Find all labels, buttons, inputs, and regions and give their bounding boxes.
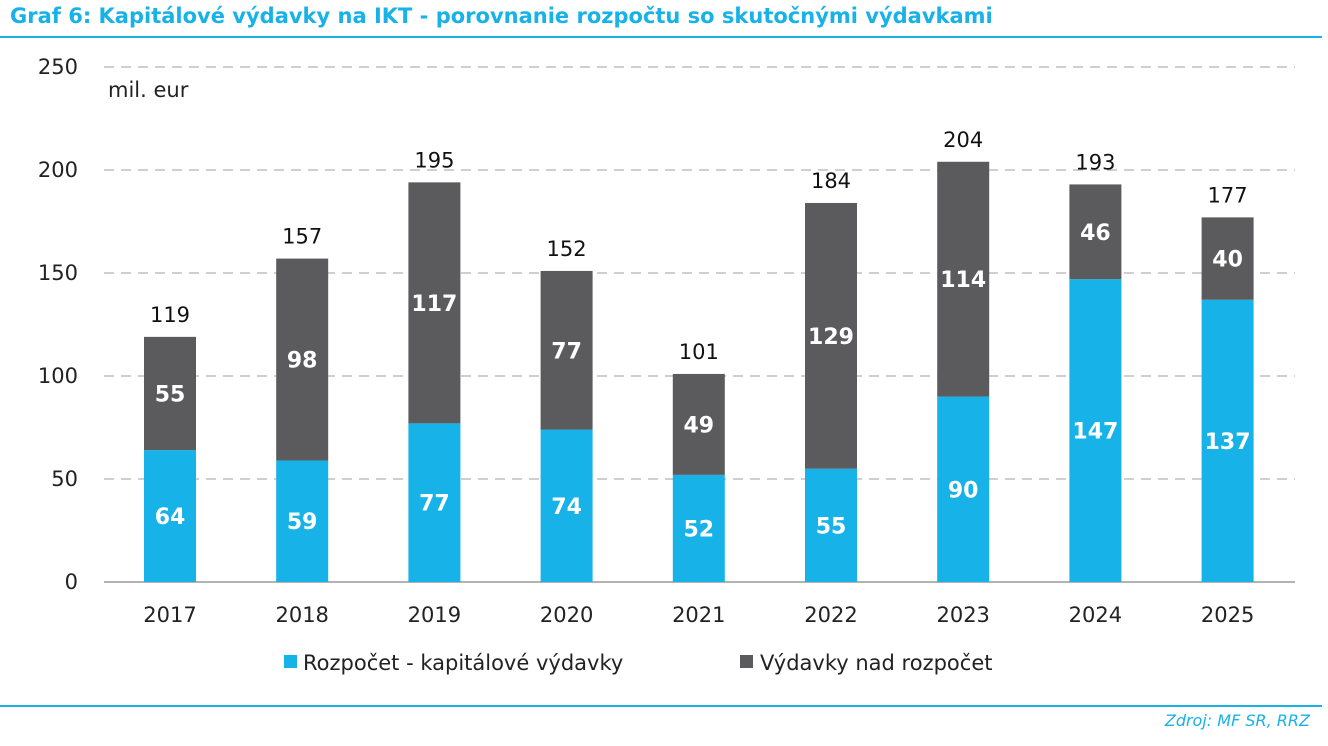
bar-over-budget (276, 258, 329, 461)
total-value-label: 195 (414, 148, 454, 172)
y-axis-ticks: 0 50 100 150 200 250 (38, 55, 78, 594)
bar-over-budget (1069, 184, 1122, 280)
over-budget-value-label: 129 (808, 325, 854, 350)
unit-label: mil. eur (108, 78, 189, 102)
y-tick-label: 200 (38, 158, 78, 182)
legend-swatch (740, 655, 753, 668)
total-value-label: 119 (150, 303, 190, 327)
y-tick-label: 0 (65, 570, 78, 594)
total-value-label: 204 (943, 128, 983, 152)
bar-budget (1069, 279, 1122, 582)
over-budget-value-label: 98 (287, 349, 318, 374)
x-axis-ticks: 2017 2018 2019 2020 2021 2022 2023 2024 2025 (143, 603, 1254, 627)
budget-value-label: 147 (1072, 420, 1118, 445)
total-value-label: 184 (811, 169, 851, 193)
bar-budget (937, 396, 990, 582)
legend-item-over-budget: Výdavky nad rozpočet (760, 651, 992, 675)
stacked-bar-chart: 0 50 100 150 200 250 mil. eur 64 55 119 59 98 157 7… (38, 55, 1295, 675)
chart-title: Graf 6: Kapitálové výdavky na IKT - poro… (10, 4, 993, 28)
x-tick-label: 2019 (408, 603, 461, 627)
legend: Rozpočet - kapitálové výdavky Výdavky nad… (284, 651, 992, 675)
over-budget-value-label: 114 (940, 268, 986, 293)
budget-value-label: 64 (155, 505, 186, 530)
over-budget-value-label: 117 (411, 292, 457, 317)
budget-value-label: 74 (551, 495, 582, 520)
x-tick-label: 2024 (1069, 603, 1122, 627)
source-note: Zdroj: MF SR, RRZ (1164, 711, 1310, 730)
total-value-label: 157 (282, 225, 322, 249)
x-tick-label: 2018 (275, 603, 328, 627)
budget-value-label: 52 (683, 517, 714, 542)
legend-item-budget: Rozpočet - kapitálové výdavky (303, 651, 623, 675)
bar-over-budget (937, 161, 990, 397)
x-tick-label: 2017 (143, 603, 196, 627)
bar-over-budget (144, 336, 196, 451)
x-tick-label: 2022 (804, 603, 857, 627)
bars: 64 55 119 59 98 157 77 117 195 74 77 152 52 49 101 55 12… (144, 128, 1254, 582)
bar-budget (1201, 299, 1254, 582)
total-value-label: 101 (679, 340, 719, 364)
x-tick-label: 2025 (1201, 603, 1254, 627)
bar-over-budget (1201, 217, 1254, 300)
bar-over-budget (672, 373, 725, 475)
total-value-label: 152 (547, 237, 587, 261)
bar-budget (144, 450, 196, 582)
bar-budget (408, 423, 461, 582)
y-tick-label: 250 (38, 55, 78, 79)
budget-value-label: 90 (948, 478, 979, 503)
over-budget-value-label: 55 (155, 383, 186, 408)
x-tick-label: 2021 (672, 603, 725, 627)
budget-value-label: 55 (816, 514, 847, 539)
over-budget-value-label: 40 (1212, 248, 1243, 273)
budget-value-label: 59 (287, 510, 318, 535)
budget-value-label: 137 (1205, 430, 1251, 455)
over-budget-value-label: 49 (683, 413, 714, 438)
title-rule (0, 36, 1322, 38)
bar-budget (672, 474, 725, 582)
y-tick-label: 100 (38, 364, 78, 388)
x-tick-label: 2020 (540, 603, 593, 627)
y-tick-label: 150 (38, 261, 78, 285)
bar-budget (276, 460, 329, 582)
bar-budget (805, 468, 857, 582)
bar-budget (540, 429, 593, 582)
bar-over-budget (805, 202, 857, 469)
over-budget-value-label: 77 (551, 339, 582, 364)
total-value-label: 177 (1208, 183, 1248, 207)
legend-swatch (284, 655, 297, 668)
over-budget-value-label: 46 (1080, 221, 1111, 246)
budget-value-label: 77 (419, 492, 450, 517)
y-tick-label: 50 (51, 467, 78, 491)
bar-over-budget (540, 270, 593, 430)
footer-rule (0, 705, 1322, 707)
total-value-label: 193 (1075, 150, 1115, 174)
x-tick-label: 2023 (936, 603, 989, 627)
bar-over-budget (408, 182, 461, 424)
